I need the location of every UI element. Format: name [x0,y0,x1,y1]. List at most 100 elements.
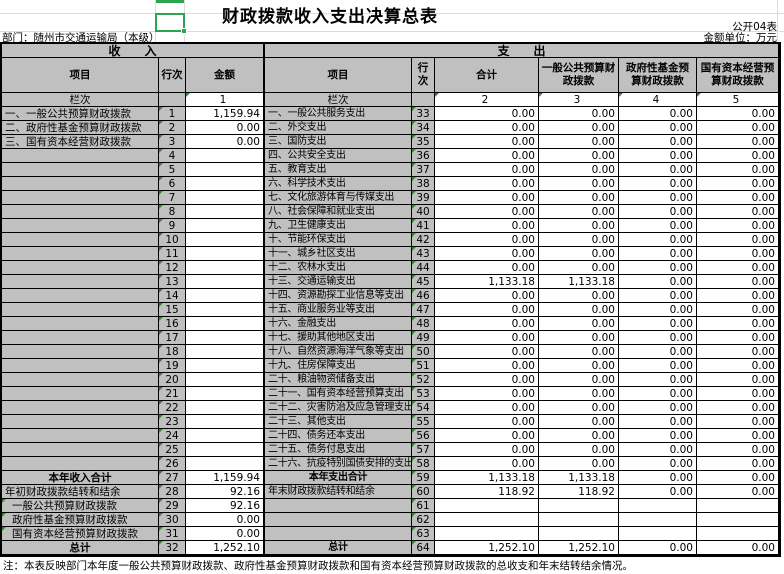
income-item-cell[interactable] [2,457,159,471]
expense-gov-fund-cell[interactable]: 0.00 [619,359,697,373]
expense-state-capital-cell[interactable]: 0.00 [697,289,779,303]
income-amount-cell[interactable] [186,331,264,345]
expense-state-capital-cell[interactable]: 0.00 [697,275,779,289]
expense-line-cell[interactable]: 48 [412,317,435,331]
expense-line-cell[interactable]: 42 [412,233,435,247]
income-amount-cell[interactable]: 1,159.94 [186,471,264,485]
income-item-cell[interactable] [2,303,159,317]
expense-state-capital-cell[interactable]: 0.00 [697,163,779,177]
expense-gov-fund-cell[interactable]: 0.00 [619,261,697,275]
income-item-cell[interactable]: 年初财政拨款结转和结余 [2,485,159,499]
income-item-cell[interactable] [2,163,159,177]
income-amount-cell[interactable] [186,261,264,275]
column-index-4[interactable]: 4 [619,93,697,107]
income-item-cell[interactable] [2,275,159,289]
expense-general-budget-cell[interactable]: 0.00 [539,429,619,443]
expense-item-cell[interactable]: 十、节能环保支出 [264,233,412,247]
income-amount-cell[interactable] [186,289,264,303]
expense-general-budget-cell[interactable] [539,499,619,513]
expense-general-budget-cell[interactable]: 0.00 [539,149,619,163]
expense-gov-fund-header[interactable]: 政府性基金预算财政拨款 [619,58,697,93]
income-item-cell[interactable] [2,373,159,387]
expense-item-cell[interactable]: 年末财政拨款结转和结余 [264,485,412,499]
expense-gov-fund-cell[interactable]: 0.00 [619,247,697,261]
expense-line-cell[interactable]: 55 [412,415,435,429]
expense-general-budget-cell[interactable]: 0.00 [539,331,619,345]
expense-item-cell[interactable]: 十三、交通运输支出 [264,275,412,289]
expense-total-cell[interactable]: 0.00 [435,261,539,275]
income-line-cell[interactable]: 26 [159,457,186,471]
expense-item-cell[interactable]: 二十一、国有资本经营预算支出 [264,387,412,401]
expense-total-cell[interactable]: 0.00 [435,205,539,219]
income-line-cell[interactable]: 1 [159,107,186,121]
expense-total-cell[interactable]: 0.00 [435,443,539,457]
expense-gov-fund-cell[interactable]: 0.00 [619,317,697,331]
expense-general-budget-cell[interactable]: 0.00 [539,191,619,205]
expense-state-capital-cell[interactable]: 0.00 [697,373,779,387]
income-item-cell[interactable] [2,289,159,303]
expense-total-cell[interactable]: 0.00 [435,135,539,149]
expense-general-budget-cell[interactable]: 0.00 [539,233,619,247]
income-amount-cell[interactable] [186,163,264,177]
expense-line-cell[interactable]: 37 [412,163,435,177]
income-line-cell[interactable]: 18 [159,345,186,359]
expense-line-cell[interactable]: 34 [412,121,435,135]
expense-gov-fund-cell[interactable]: 0.00 [619,485,697,499]
expense-general-budget-header[interactable]: 一般公共预算财政拨款 [539,58,619,93]
expense-item-cell[interactable]: 十四、资源勘探工业信息等支出 [264,289,412,303]
income-item-cell[interactable] [2,415,159,429]
expense-gov-fund-cell[interactable]: 0.00 [619,331,697,345]
income-line-cell[interactable]: 4 [159,149,186,163]
expense-state-capital-cell[interactable]: 0.00 [697,345,779,359]
income-item-cell[interactable] [2,443,159,457]
expense-state-capital-cell[interactable]: 0.00 [697,205,779,219]
expense-item-cell[interactable]: 十八、自然资源海洋气象等支出 [264,345,412,359]
expense-total-cell[interactable]: 0.00 [435,149,539,163]
expense-gov-fund-cell[interactable]: 0.00 [619,275,697,289]
expense-gov-fund-cell[interactable]: 0.00 [619,163,697,177]
income-amount-cell[interactable] [186,401,264,415]
income-line-cell[interactable]: 14 [159,289,186,303]
expense-item-cell[interactable]: 三、国防支出 [264,135,412,149]
expense-line-cell[interactable]: 49 [412,331,435,345]
income-amount-cell[interactable] [186,345,264,359]
expense-gov-fund-cell[interactable]: 0.00 [619,233,697,247]
expense-total-cell[interactable] [435,499,539,513]
expense-general-budget-cell[interactable]: 0.00 [539,261,619,275]
income-item-cell[interactable] [2,205,159,219]
income-amount-cell[interactable] [186,149,264,163]
expense-item-cell[interactable]: 二、外交支出 [264,121,412,135]
income-line-cell[interactable]: 5 [159,163,186,177]
expense-item-cell[interactable]: 九、卫生健康支出 [264,219,412,233]
expense-general-budget-cell[interactable]: 0.00 [539,373,619,387]
column-index-5[interactable]: 5 [697,93,779,107]
income-line-cell[interactable]: 24 [159,429,186,443]
column-index-2[interactable]: 2 [435,93,539,107]
income-line-cell[interactable]: 29 [159,499,186,513]
expense-state-capital-cell[interactable]: 0.00 [697,149,779,163]
expense-general-budget-cell[interactable] [539,527,619,541]
expense-state-capital-cell[interactable]: 0.00 [697,261,779,275]
income-line-cell[interactable]: 8 [159,205,186,219]
expense-state-capital-cell[interactable]: 0.00 [697,177,779,191]
income-line-cell[interactable]: 2 [159,121,186,135]
expense-general-budget-cell[interactable]: 0.00 [539,317,619,331]
income-item-cell[interactable] [2,247,159,261]
expense-gov-fund-cell[interactable]: 0.00 [619,149,697,163]
expense-general-budget-cell[interactable]: 0.00 [539,247,619,261]
expense-general-budget-cell[interactable]: 0.00 [539,457,619,471]
expense-line-cell[interactable]: 56 [412,429,435,443]
expense-total-cell[interactable]: 0.00 [435,107,539,121]
income-amount-cell[interactable]: 1,159.94 [186,107,264,121]
expense-total-cell[interactable]: 0.00 [435,345,539,359]
expense-gov-fund-cell[interactable]: 0.00 [619,191,697,205]
expense-general-budget-cell[interactable]: 0.00 [539,345,619,359]
expense-item-cell[interactable]: 十七、援助其他地区支出 [264,331,412,345]
expense-state-capital-cell[interactable]: 0.00 [697,191,779,205]
expense-total-cell[interactable]: 0.00 [435,177,539,191]
expense-total-cell[interactable]: 1,133.18 [435,471,539,485]
expense-state-capital-cell[interactable] [697,513,779,527]
income-amount-cell[interactable] [186,443,264,457]
income-item-cell[interactable]: 总计 [2,541,159,555]
income-item-cell[interactable]: 一般公共预算财政拨款 [2,499,159,513]
